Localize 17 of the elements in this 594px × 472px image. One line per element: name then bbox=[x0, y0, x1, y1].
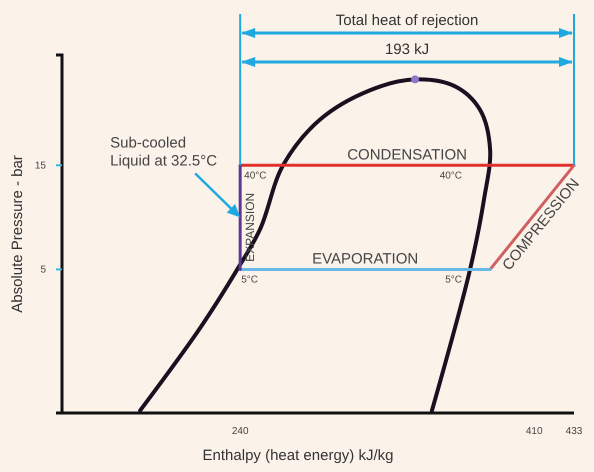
y-axis-title: Absolute Pressure - bar bbox=[9, 155, 26, 313]
y-tick-label: 15 bbox=[34, 160, 46, 172]
y-tick-label: 5 bbox=[40, 264, 46, 276]
series-label: CONDENSATION bbox=[347, 146, 467, 164]
x-tick-label: 433 bbox=[566, 426, 583, 438]
text: Total heat of rejection bbox=[336, 12, 478, 29]
annotation: Sub-cooled Liquid at 32.5°C bbox=[110, 134, 218, 170]
annotation: 193 kJ bbox=[384, 41, 430, 58]
series-label: EVAPORATION bbox=[312, 250, 418, 268]
x-axis-title: Enthalpy (heat energy) kJ/kg bbox=[202, 447, 394, 464]
annotation: 40°C bbox=[440, 170, 462, 182]
x-tick-label: 410 bbox=[526, 426, 543, 438]
text: EXPANSION bbox=[243, 192, 258, 262]
x-tick-label: 240 bbox=[232, 426, 249, 438]
annotation: 40°C bbox=[244, 170, 267, 182]
annotation: 5°C bbox=[445, 274, 462, 286]
annotation: 5°C bbox=[241, 274, 258, 286]
